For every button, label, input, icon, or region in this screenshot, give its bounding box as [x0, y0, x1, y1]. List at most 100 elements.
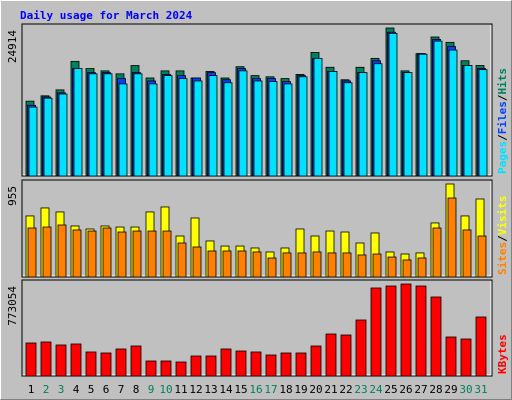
- bar: [250, 351, 262, 377]
- bar: [72, 229, 82, 278]
- bar: [373, 63, 383, 177]
- bar: [252, 251, 262, 278]
- x-tick-label: 4: [73, 383, 80, 396]
- legend-separator: /: [496, 94, 509, 101]
- bar: [253, 80, 263, 177]
- legend: KBytes: [496, 334, 509, 374]
- legend-entry: Pages: [496, 141, 509, 174]
- bar: [342, 252, 352, 278]
- bar: [40, 341, 52, 377]
- bar: [370, 287, 382, 377]
- bar: [148, 83, 158, 177]
- bar: [355, 319, 367, 377]
- bar: [175, 361, 187, 377]
- bar: [100, 352, 112, 377]
- bar: [430, 296, 442, 377]
- legend: Sites/Visits: [496, 196, 509, 276]
- bar: [73, 68, 83, 177]
- bar: [133, 73, 143, 177]
- legend-entry: Hits: [496, 68, 509, 95]
- bar: [115, 348, 127, 377]
- bar: [220, 348, 232, 377]
- bar: [223, 82, 233, 177]
- bar: [295, 352, 307, 377]
- bar: [103, 73, 113, 177]
- y-tick-label: 955: [6, 186, 19, 206]
- bar: [415, 285, 427, 377]
- bar: [25, 342, 37, 377]
- bar: [283, 83, 293, 177]
- x-tick-label: 30: [459, 383, 472, 396]
- bar: [145, 360, 157, 377]
- bar: [178, 78, 188, 177]
- legend-entry: Sites: [496, 242, 509, 275]
- x-tick-label: 10: [159, 383, 172, 396]
- bar: [207, 250, 217, 278]
- bar: [238, 70, 248, 177]
- bar: [325, 333, 337, 377]
- x-tick-label: 19: [294, 383, 307, 396]
- bar: [447, 197, 457, 278]
- x-tick-label: 27: [414, 383, 427, 396]
- bar: [327, 252, 337, 278]
- bar: [162, 230, 172, 278]
- bar: [417, 257, 427, 278]
- bar: [190, 355, 202, 377]
- bar: [432, 227, 442, 278]
- bar: [268, 81, 278, 177]
- x-tick-label: 3: [58, 383, 65, 396]
- bar: [177, 242, 187, 278]
- x-tick-label: 14: [219, 383, 233, 396]
- x-tick-label: 21: [324, 383, 337, 396]
- bar: [163, 75, 173, 177]
- bar: [475, 316, 487, 377]
- bar: [70, 343, 82, 377]
- bar: [193, 80, 203, 177]
- bar: [280, 352, 292, 377]
- bar: [340, 334, 352, 377]
- x-tick-label: 18: [279, 383, 292, 396]
- bar: [192, 246, 202, 278]
- x-tick-label: 17: [264, 383, 277, 396]
- bar: [208, 75, 218, 177]
- bar: [43, 97, 53, 177]
- bar: [27, 227, 37, 278]
- legend-entry: Visits: [496, 196, 509, 236]
- x-tick-label: 9: [148, 383, 155, 396]
- x-tick-label: 2: [43, 383, 50, 396]
- bar: [433, 40, 443, 177]
- bar: [448, 49, 458, 177]
- bar: [310, 345, 322, 377]
- bar: [87, 230, 97, 278]
- y-tick-label: 24914: [6, 30, 19, 63]
- bar: [418, 53, 428, 177]
- x-tick-label: 25: [384, 383, 397, 396]
- bar: [403, 72, 413, 177]
- bar: [312, 251, 322, 278]
- x-tick-label: 5: [88, 383, 95, 396]
- bar: [58, 93, 68, 177]
- bar: [463, 65, 473, 177]
- bar: [282, 252, 292, 278]
- bar: [343, 82, 353, 177]
- chart-title: Daily usage for March 2024: [20, 9, 193, 22]
- x-tick-label: 13: [204, 383, 217, 396]
- bar: [160, 360, 172, 377]
- bar: [28, 106, 38, 177]
- bar: [358, 72, 368, 177]
- bar: [385, 285, 397, 377]
- bar: [445, 336, 457, 377]
- x-tick-label: 6: [103, 383, 110, 396]
- bar: [117, 231, 127, 278]
- bar: [237, 250, 247, 278]
- legend-entry: Files: [496, 101, 509, 134]
- bar: [102, 227, 112, 278]
- bar: [400, 283, 412, 377]
- x-tick-label: 31: [474, 383, 487, 396]
- bar: [460, 338, 472, 377]
- bar: [313, 57, 323, 177]
- legend-separator: /: [496, 235, 509, 242]
- bar: [130, 345, 142, 377]
- bar: [402, 259, 412, 278]
